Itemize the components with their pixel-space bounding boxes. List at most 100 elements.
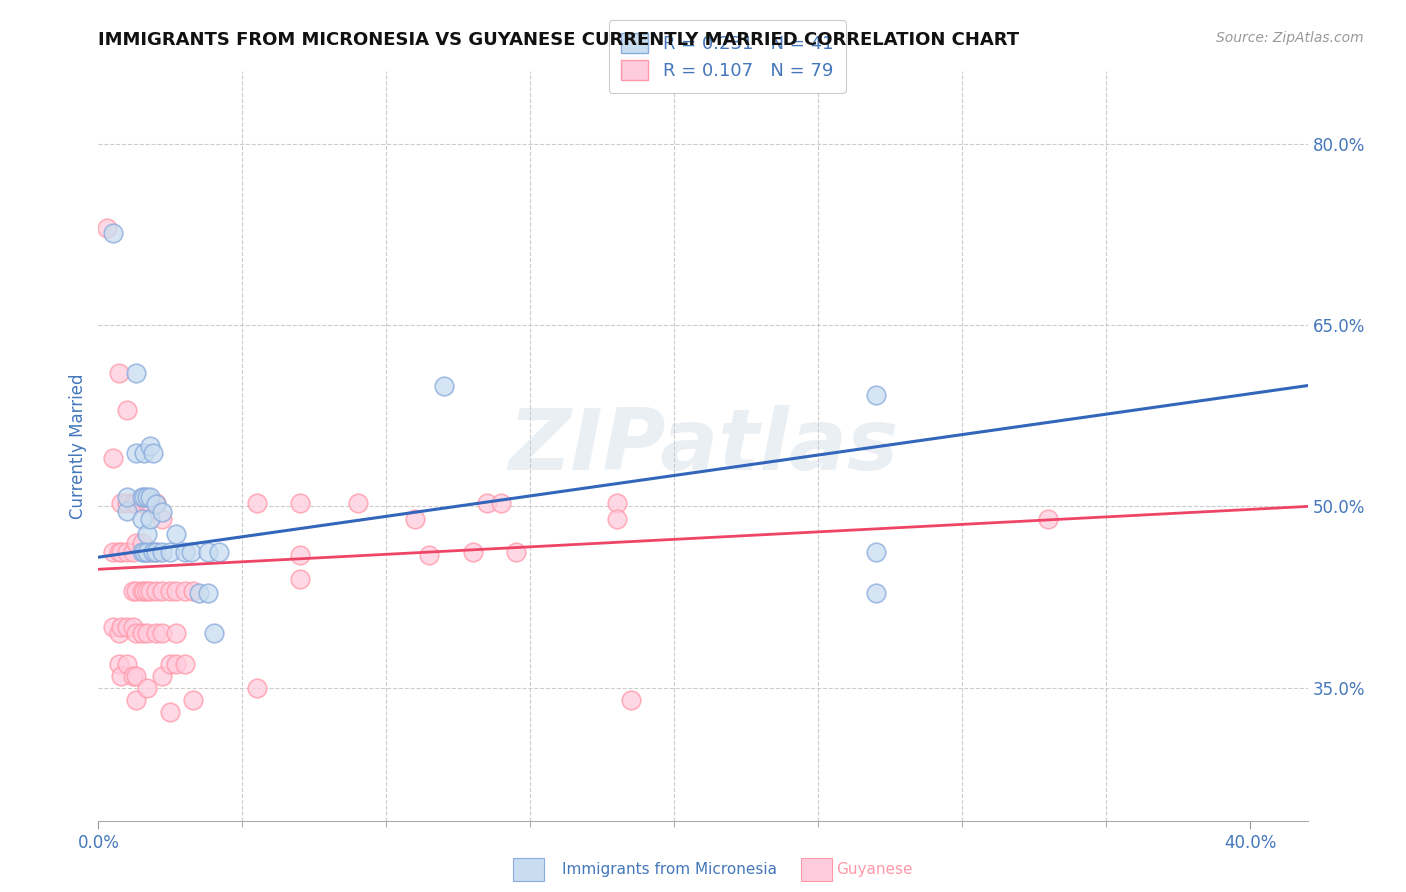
- Point: [125, 535, 148, 549]
- Point: [110, 496, 132, 510]
- Point: [125, 693, 148, 707]
- Point: [107, 367, 129, 381]
- Point: [159, 705, 181, 719]
- Point: [606, 511, 628, 525]
- Point: [139, 439, 162, 453]
- Point: [134, 490, 156, 504]
- Point: [125, 446, 148, 460]
- Point: [136, 490, 159, 504]
- Point: [150, 584, 173, 599]
- Point: [101, 545, 124, 559]
- Point: [620, 693, 643, 707]
- Point: [101, 227, 124, 241]
- Text: IMMIGRANTS FROM MICRONESIA VS GUYANESE CURRENTLY MARRIED CORRELATION CHART: IMMIGRANTS FROM MICRONESIA VS GUYANESE C…: [98, 31, 1019, 49]
- Point: [115, 620, 138, 634]
- Point: [131, 535, 153, 549]
- Point: [197, 586, 219, 600]
- Point: [505, 545, 527, 559]
- Point: [197, 545, 219, 559]
- Point: [136, 584, 159, 599]
- Point: [159, 545, 181, 559]
- Point: [606, 496, 628, 510]
- Text: Immigrants from Micronesia: Immigrants from Micronesia: [562, 863, 778, 877]
- Point: [131, 626, 153, 640]
- Point: [101, 620, 124, 634]
- Point: [134, 446, 156, 460]
- Point: [346, 496, 368, 510]
- Point: [125, 584, 148, 599]
- Point: [145, 545, 167, 559]
- Point: [145, 545, 167, 559]
- Point: [433, 378, 456, 392]
- Point: [125, 496, 148, 510]
- Point: [107, 626, 129, 640]
- Point: [136, 681, 159, 695]
- Point: [136, 545, 159, 559]
- Point: [115, 496, 138, 510]
- Point: [107, 657, 129, 671]
- Point: [142, 446, 165, 460]
- Point: [131, 511, 153, 525]
- Point: [165, 657, 187, 671]
- Point: [246, 681, 269, 695]
- Point: [131, 490, 153, 504]
- Point: [208, 545, 231, 559]
- Point: [865, 545, 887, 559]
- Point: [150, 506, 173, 520]
- Point: [110, 668, 132, 682]
- Point: [145, 497, 167, 511]
- Text: Guyanese: Guyanese: [837, 863, 912, 877]
- Point: [150, 545, 173, 559]
- Point: [139, 490, 162, 504]
- Point: [122, 584, 145, 599]
- Point: [159, 657, 181, 671]
- Point: [142, 545, 165, 559]
- Point: [183, 584, 205, 599]
- Point: [288, 548, 311, 562]
- Point: [183, 693, 205, 707]
- Y-axis label: Currently Married: Currently Married: [69, 373, 87, 519]
- Point: [125, 626, 148, 640]
- Point: [134, 545, 156, 559]
- Point: [173, 657, 195, 671]
- Point: [125, 367, 148, 381]
- Point: [131, 496, 153, 510]
- Point: [122, 545, 145, 559]
- Point: [165, 626, 187, 640]
- Point: [159, 584, 181, 599]
- Point: [131, 584, 153, 599]
- Point: [115, 504, 138, 518]
- Point: [136, 545, 159, 559]
- Point: [173, 545, 195, 559]
- Point: [115, 545, 138, 559]
- Point: [165, 527, 187, 541]
- Point: [150, 626, 173, 640]
- Point: [173, 584, 195, 599]
- Text: ZIPatlas: ZIPatlas: [508, 404, 898, 488]
- Point: [115, 490, 138, 504]
- Point: [110, 545, 132, 559]
- Point: [188, 586, 211, 600]
- Point: [139, 496, 162, 510]
- Point: [1038, 511, 1060, 525]
- Point: [115, 657, 138, 671]
- Point: [101, 451, 124, 466]
- Point: [246, 496, 269, 510]
- Point: [122, 620, 145, 634]
- Legend: R = 0.231   N = 41, R = 0.107   N = 79: R = 0.231 N = 41, R = 0.107 N = 79: [609, 21, 846, 93]
- Point: [136, 527, 159, 541]
- Point: [134, 584, 156, 599]
- Point: [139, 511, 162, 525]
- Point: [107, 545, 129, 559]
- Point: [122, 668, 145, 682]
- Point: [288, 496, 311, 510]
- Point: [150, 511, 173, 525]
- Point: [145, 496, 167, 510]
- Point: [115, 402, 138, 417]
- Point: [125, 668, 148, 682]
- Point: [145, 584, 167, 599]
- Point: [110, 620, 132, 634]
- Point: [475, 496, 498, 510]
- Point: [165, 584, 187, 599]
- Point: [150, 668, 173, 682]
